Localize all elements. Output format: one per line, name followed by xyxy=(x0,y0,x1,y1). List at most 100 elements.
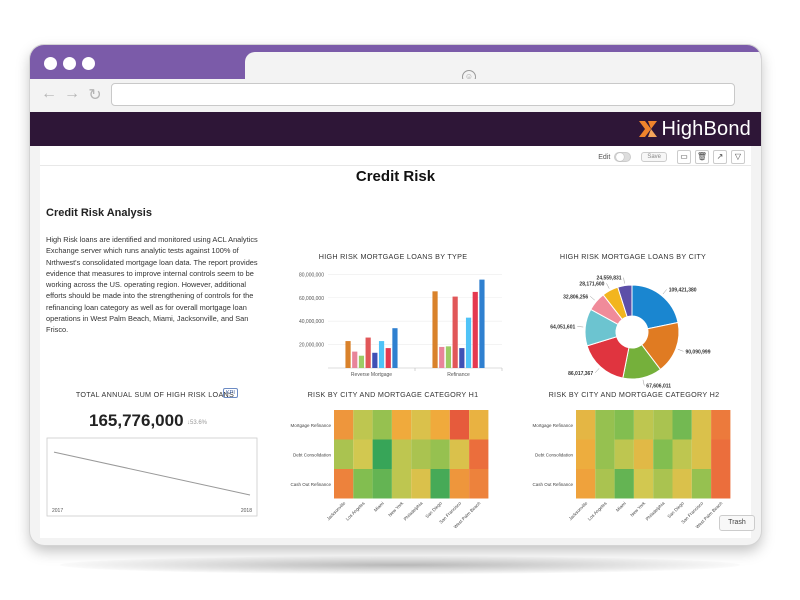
kpi-badge: KPI xyxy=(223,388,238,398)
window-minimize-dot[interactable] xyxy=(63,57,76,70)
bar xyxy=(385,348,391,368)
kpi-trend-frame xyxy=(46,437,258,517)
kpi-trend-line xyxy=(53,451,251,496)
share-icon[interactable]: ↗ xyxy=(713,150,727,164)
heatmap-column-label: San Diego xyxy=(666,500,685,519)
window-shadow xyxy=(60,556,740,574)
donut-slice-label: 24,559,831 xyxy=(597,276,622,282)
heatmap-h2: Mortgage Refinance Debt Consolidation Cash… xyxy=(532,410,731,529)
heatmap-cell xyxy=(334,410,354,440)
kpi-delta: ↓53.6% xyxy=(187,420,208,426)
bar xyxy=(378,341,385,368)
donut-leader-line xyxy=(594,368,600,373)
edit-label: Edit xyxy=(598,153,611,161)
window-maximize-dot[interactable] xyxy=(82,57,95,70)
heatmap-row-label: Cash Out Refinance xyxy=(290,482,331,487)
heatmap-cell xyxy=(614,439,634,469)
heatmap-cell xyxy=(653,469,673,499)
edit-toggle[interactable] xyxy=(614,152,632,162)
highbond-mark-icon xyxy=(638,121,657,137)
heatmap-cell xyxy=(653,439,673,469)
heatmap-cell xyxy=(430,469,450,499)
heatmap-column-label: Miami xyxy=(373,501,385,513)
heatmap-cell xyxy=(430,439,450,469)
heatmap-cell xyxy=(614,410,634,440)
browser-tab[interactable]: ☺ xyxy=(245,52,761,84)
heatmap-column-label: Miami xyxy=(615,501,627,513)
filter-icon[interactable]: ▽ xyxy=(731,150,745,164)
kpi-trend-chart: 2017 2018 xyxy=(46,437,258,517)
bar xyxy=(358,355,365,368)
browser-navbar: ← → ↻ xyxy=(30,79,761,113)
trash-button[interactable]: Trash xyxy=(719,515,755,531)
bar xyxy=(345,341,351,368)
analysis-description: High Risk loans are identified and monit… xyxy=(46,235,258,335)
heatmap-cell xyxy=(576,469,596,499)
heatmap-cell xyxy=(449,410,470,440)
heatmap-cell xyxy=(353,410,373,440)
donut-leader-line xyxy=(606,283,610,289)
heatmap-cell xyxy=(391,469,412,499)
donut-leader-line xyxy=(642,379,645,386)
heatmap-column-label: Jacksonville xyxy=(568,500,589,521)
save-button[interactable]: Save xyxy=(641,152,667,162)
heatmap-cell xyxy=(614,469,634,499)
heatmap-cell xyxy=(595,410,615,440)
heatmap-column-label: New York xyxy=(629,500,647,518)
heatmap-row-label: Mortgage Refinance xyxy=(532,423,573,428)
window-close-dot[interactable] xyxy=(44,57,57,70)
highbond-logo: HighBond xyxy=(637,117,751,141)
heatmap-cell xyxy=(672,439,692,469)
heatmap-cell xyxy=(449,469,470,499)
heatmap-cell xyxy=(449,439,470,469)
bar-ytick-label: 20,000,000 xyxy=(299,343,324,349)
storyboard-toolbar: Edit Save ▭ 🗑 ↗ ▽ xyxy=(598,149,745,165)
section-title: Credit Risk Analysis xyxy=(46,207,152,219)
donut-slice-label: 28,171,600 xyxy=(579,281,604,287)
browser-titlebar: ☺ xyxy=(30,45,761,84)
heatmap-cell xyxy=(711,410,731,440)
delete-icon[interactable]: 🗑 xyxy=(695,150,709,164)
bar xyxy=(445,346,452,368)
pie-chart-title: HIGH RISK MORTGAGE LOANS BY CITY xyxy=(559,252,707,261)
bar-ytick-label: 80,000,000 xyxy=(299,272,324,278)
heatmap-cell xyxy=(691,410,712,440)
reload-icon[interactable]: ↻ xyxy=(88,87,102,104)
donut-leader-line xyxy=(677,349,684,352)
heatmap-cell xyxy=(334,439,354,469)
heatmap-cell xyxy=(372,410,392,440)
present-icon[interactable]: ▭ xyxy=(677,150,691,164)
bar-chart: 20,000,000 40,000,000 60,000,000 80,000,000… xyxy=(299,272,503,378)
address-bar[interactable] xyxy=(111,83,735,106)
heatmap-cell xyxy=(411,410,431,440)
heatmap-column-label: Philadelphia xyxy=(645,500,666,521)
heatmap-row-label: Mortgage Refinance xyxy=(290,423,331,428)
bar-category-label: Reverse Mortgage xyxy=(351,372,392,378)
bar xyxy=(392,328,398,368)
forward-arrow-icon[interactable]: → xyxy=(64,85,80,102)
heatmap-cell xyxy=(411,469,431,499)
back-arrow-icon[interactable]: ← xyxy=(41,85,57,102)
heatmap-cell xyxy=(691,469,712,499)
kpi-value: 165,776,000 xyxy=(89,411,184,430)
kpi-title: TOTAL ANNUAL SUM OF HIGH RISK LOANS xyxy=(75,390,235,399)
heatmap-cell xyxy=(391,439,412,469)
donut-slice-label: 86,017,367 xyxy=(568,371,593,377)
heatmap-cell xyxy=(576,439,596,469)
bar xyxy=(472,291,478,368)
heatmap-cell xyxy=(691,439,712,469)
heatmap-cell xyxy=(672,410,692,440)
toolbar-divider xyxy=(40,165,751,166)
heatmap-cell xyxy=(633,469,654,499)
bar xyxy=(459,348,465,368)
heatmap-cell xyxy=(595,439,615,469)
heatmap-row-label: Cash Out Refinance xyxy=(532,482,573,487)
heatmap-column-label: San Diego xyxy=(424,500,443,519)
brand-header: HighBond xyxy=(30,112,761,146)
heatmap-cell xyxy=(672,469,692,499)
bar-category-label: Refinance xyxy=(447,372,470,378)
donut-slice-label: 67,606,011 xyxy=(646,384,671,390)
bar xyxy=(452,296,458,368)
browser-window: ☺ ← → ↻ HighBond Edit Save ▭ 🗑 ↗ ▽ C xyxy=(30,45,761,545)
donut-slice-label: 32,806,256 xyxy=(563,294,588,300)
